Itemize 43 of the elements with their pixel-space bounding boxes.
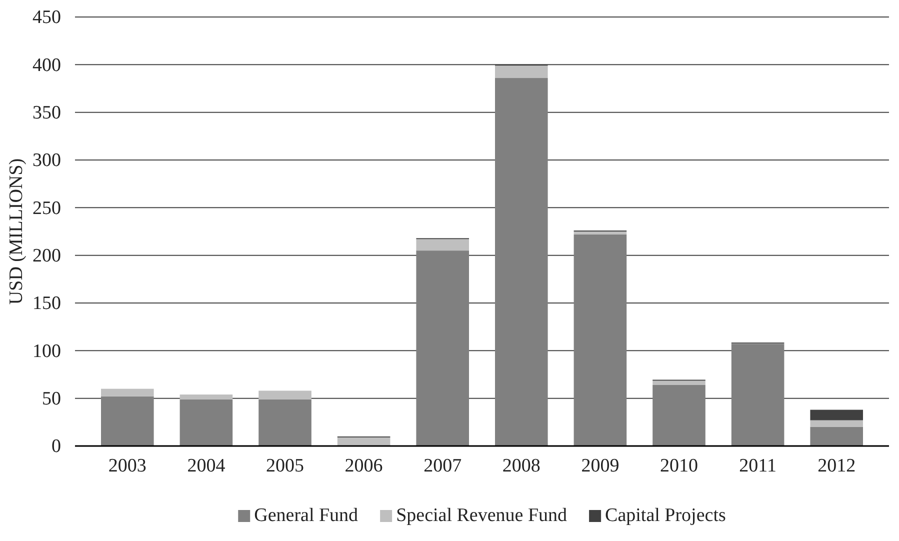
- bar: [652, 384, 706, 446]
- y-axis-title: USD (MILLIONS): [6, 158, 27, 305]
- bar: [495, 78, 548, 446]
- bar: [810, 420, 863, 427]
- bar: [574, 232, 627, 234]
- bar: [495, 66, 548, 78]
- legend-label: Special Revenue Fund: [396, 505, 568, 526]
- y-tick-label: 450: [32, 7, 61, 28]
- bar: [180, 394, 233, 400]
- bar: [731, 344, 784, 446]
- bar: [258, 399, 312, 446]
- bar: [416, 250, 469, 446]
- legend-label: Capital Projects: [605, 505, 726, 526]
- bar: [258, 390, 312, 400]
- y-tick-label: 100: [32, 340, 61, 362]
- y-tick-label: 350: [32, 102, 61, 124]
- y-tick-label: 400: [32, 54, 61, 76]
- y-tick-label: 300: [32, 150, 61, 172]
- bar: [574, 234, 627, 446]
- x-tick-label: 2003: [108, 455, 146, 476]
- y-tick-label: 50: [42, 388, 61, 410]
- x-tick-label: 2007: [424, 455, 462, 476]
- x-tick-label: 2012: [818, 455, 856, 476]
- bar: [652, 380, 706, 385]
- x-tick-label: 2010: [660, 455, 698, 476]
- y-tick-label: 250: [32, 198, 61, 219]
- x-tick-label: 2011: [739, 455, 776, 476]
- bar: [180, 399, 233, 446]
- bar: [101, 396, 154, 446]
- bar: [416, 239, 469, 251]
- x-tick-label: 2004: [187, 455, 226, 476]
- x-tick-label: 2006: [344, 455, 383, 476]
- x-tick-label: 2008: [502, 455, 540, 476]
- y-tick-label: 150: [32, 293, 61, 314]
- y-tick-label: 200: [32, 245, 61, 266]
- legend-label: General Fund: [254, 505, 359, 526]
- bar: [810, 410, 863, 420]
- x-tick-label: 2009: [581, 455, 620, 476]
- bar: [337, 437, 390, 446]
- bar: [810, 426, 863, 446]
- bar: [101, 388, 154, 396]
- y-tick-label: 0: [52, 436, 61, 458]
- x-tick-label: 2005: [266, 455, 304, 476]
